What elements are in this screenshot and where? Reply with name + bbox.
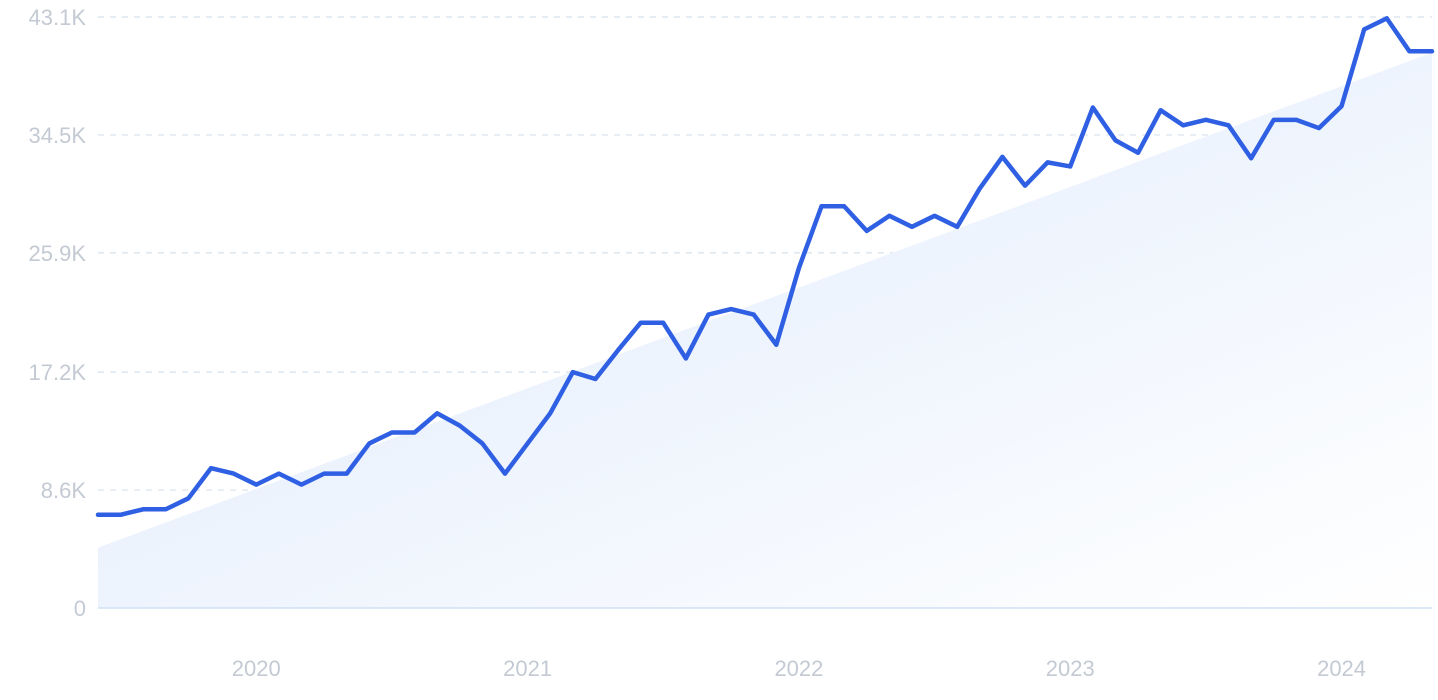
x-axis-ticks: 2020 2021 2022 2023 2024 (232, 656, 1366, 681)
data-point (1045, 160, 1050, 165)
data-point (864, 228, 869, 233)
y-tick-label: 0 (74, 596, 86, 621)
data-point (1249, 156, 1254, 161)
data-point (570, 370, 575, 375)
data-point (1000, 154, 1005, 159)
data-point (774, 342, 779, 347)
data-point (141, 507, 146, 512)
y-axis-ticks: 0 8.6K 17.2K 25.9K 34.5K 43.1K (29, 5, 87, 621)
data-point (1407, 49, 1412, 54)
data-point (457, 423, 462, 428)
data-point (344, 471, 349, 476)
data-point (1226, 123, 1231, 128)
data-point (819, 204, 824, 209)
data-point (1384, 16, 1389, 21)
data-point (548, 411, 553, 416)
data-point (955, 224, 960, 229)
data-point (977, 186, 982, 191)
x-tick-label: 2021 (503, 656, 552, 681)
y-tick-label: 43.1K (29, 5, 87, 30)
data-point (186, 496, 191, 501)
data-point (96, 512, 100, 517)
data-point (1362, 27, 1367, 32)
y-tick-label: 34.5K (29, 123, 87, 148)
data-point (616, 348, 621, 353)
data-point (638, 320, 643, 325)
data-point (887, 213, 892, 218)
data-point (412, 430, 417, 435)
data-point (1316, 126, 1321, 131)
data-point (1158, 108, 1163, 113)
series-line (95, 16, 1435, 518)
data-point (1136, 150, 1141, 155)
data-point (1023, 183, 1028, 188)
x-tick-label: 2020 (232, 656, 281, 681)
data-point (1430, 49, 1434, 54)
data-point (1294, 117, 1299, 122)
x-tick-label: 2024 (1317, 656, 1366, 681)
data-point (1090, 105, 1095, 110)
data-point (276, 471, 281, 476)
x-tick-label: 2023 (1046, 656, 1095, 681)
data-point (502, 471, 507, 476)
data-point (367, 441, 372, 446)
data-point (1068, 164, 1073, 169)
data-point (163, 507, 168, 512)
x-tick-label: 2022 (774, 656, 823, 681)
data-point (209, 466, 214, 471)
data-point (909, 224, 914, 229)
data-point (593, 377, 598, 382)
data-point (254, 482, 259, 487)
y-tick-label: 8.6K (41, 478, 87, 503)
data-point (389, 430, 394, 435)
data-point (322, 471, 327, 476)
data-point (1113, 138, 1118, 143)
data-point (1271, 117, 1276, 122)
y-tick-label: 25.9K (29, 241, 87, 266)
data-point (299, 482, 304, 487)
data-point (1339, 104, 1344, 109)
data-point (729, 307, 734, 312)
data-point (480, 441, 485, 446)
data-point (661, 320, 666, 325)
data-point (118, 512, 123, 517)
data-point (796, 265, 801, 270)
data-point (932, 213, 937, 218)
data-point (751, 312, 756, 317)
data-point (683, 356, 688, 361)
data-point (1181, 123, 1186, 128)
data-points (96, 16, 1434, 517)
data-point (842, 204, 847, 209)
data-point (435, 411, 440, 416)
data-point (231, 471, 236, 476)
y-tick-label: 17.2K (29, 360, 87, 385)
data-point (706, 312, 711, 317)
data-point (1203, 117, 1208, 122)
data-point (525, 441, 530, 446)
